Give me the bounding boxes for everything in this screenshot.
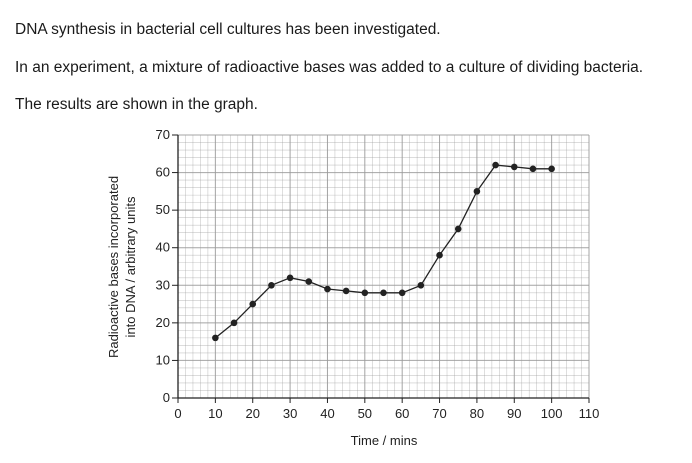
data-point — [286, 274, 294, 282]
data-point — [417, 281, 425, 289]
data-point — [510, 163, 518, 171]
series-line — [214, 164, 552, 339]
data-point — [492, 161, 499, 169]
intro-line-1: DNA synthesis in bacterial cell cultures… — [15, 21, 441, 38]
y-tick-label: 50 — [156, 202, 170, 217]
y-tick-label: 30 — [156, 277, 170, 292]
x-tick-label: 100 — [541, 406, 563, 421]
chart-tick-labels: 0 10 20 30 40 50 60 70 80 90 100 110 0 10 20 30 40 50 60 70 — [156, 127, 600, 421]
data-point — [529, 165, 537, 173]
x-tick-label: 110 — [579, 406, 600, 421]
data-point — [454, 225, 462, 233]
data-point — [436, 251, 443, 259]
y-tick-label: 0 — [163, 390, 170, 405]
y-tick-label: 40 — [156, 240, 170, 255]
data-point — [249, 300, 257, 308]
x-tick-label: 30 — [283, 406, 297, 421]
x-tick-label: 80 — [470, 406, 484, 421]
y-axis-label-line-2: into DNA / arbitrary units — [123, 196, 138, 337]
y-tick-label: 20 — [156, 315, 170, 330]
chart-series — [212, 161, 555, 342]
x-tick-label: 70 — [432, 406, 446, 421]
chart-axes — [172, 134, 590, 403]
x-tick-label: 60 — [395, 406, 409, 421]
data-point — [230, 319, 238, 327]
x-tick-label: 10 — [208, 406, 222, 421]
data-point — [324, 285, 331, 293]
chart-grid — [177, 134, 590, 399]
data-point — [212, 334, 219, 342]
x-axis-label: Time / mins — [351, 433, 418, 448]
y-axis-label-line-1: Radioactive bases incorporated — [106, 176, 121, 358]
x-tick-label: 50 — [358, 406, 372, 421]
data-point — [268, 281, 275, 289]
x-tick-label: 0 — [174, 406, 181, 421]
data-point — [380, 289, 387, 297]
data-point — [398, 289, 406, 297]
data-point — [305, 278, 313, 285]
data-point — [361, 289, 369, 297]
y-tick-label: 70 — [156, 127, 170, 142]
intro-line-2: In an experiment, a mixture of radioacti… — [15, 59, 644, 76]
x-tick-label: 40 — [320, 406, 334, 421]
intro-line-3: The results are shown in the graph. — [15, 96, 258, 113]
data-point — [548, 165, 555, 173]
data-point — [342, 287, 350, 295]
y-tick-label: 60 — [156, 165, 170, 180]
y-tick-label: 10 — [156, 352, 170, 367]
x-tick-label: 90 — [507, 406, 521, 421]
x-tick-label: 20 — [245, 406, 259, 421]
data-point — [473, 188, 481, 195]
